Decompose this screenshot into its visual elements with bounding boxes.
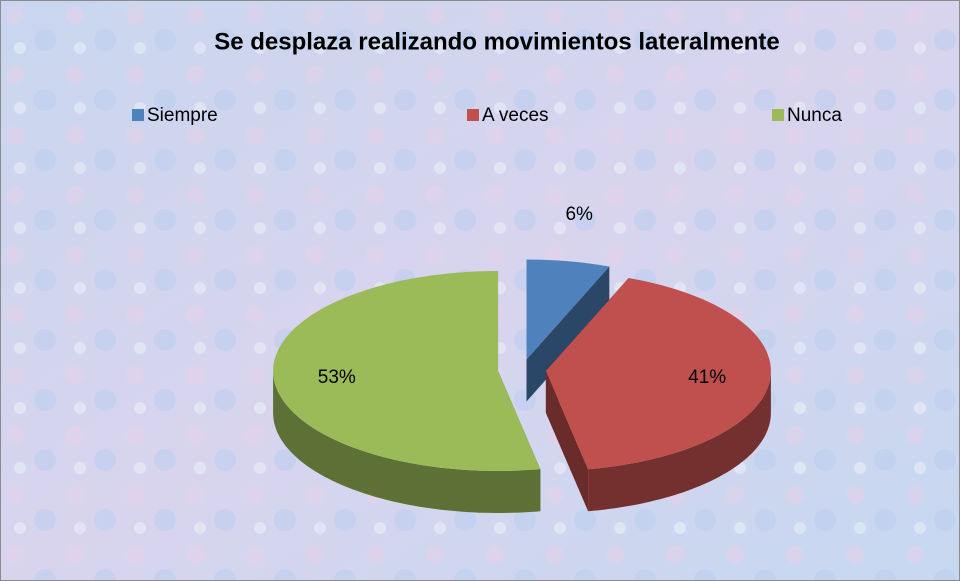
- pie-slice-group: [545, 278, 771, 512]
- legend-label: Siempre: [147, 105, 218, 126]
- pie-slice-group: [273, 271, 541, 513]
- legend-swatch: [772, 109, 784, 121]
- data-label: 6%: [565, 204, 593, 225]
- slice-outer-wall: [273, 371, 541, 513]
- data-label: 41%: [688, 367, 726, 388]
- legend-swatch: [467, 109, 479, 121]
- legend-label: Nunca: [787, 105, 842, 126]
- slice-side-wall: [545, 371, 589, 512]
- legend-swatch: [132, 109, 144, 121]
- pie-slice: [273, 271, 541, 471]
- chart-title: Se desplaza realizando movimientos later…: [214, 28, 780, 55]
- data-label: 53%: [318, 367, 356, 388]
- slice-outer-wall: [588, 371, 771, 512]
- legend-label: A veces: [482, 105, 549, 126]
- pie-slice: [526, 259, 610, 360]
- pie-slice: [545, 278, 771, 470]
- pie-slice-group: [526, 259, 610, 402]
- slice-side-wall: [526, 266, 610, 402]
